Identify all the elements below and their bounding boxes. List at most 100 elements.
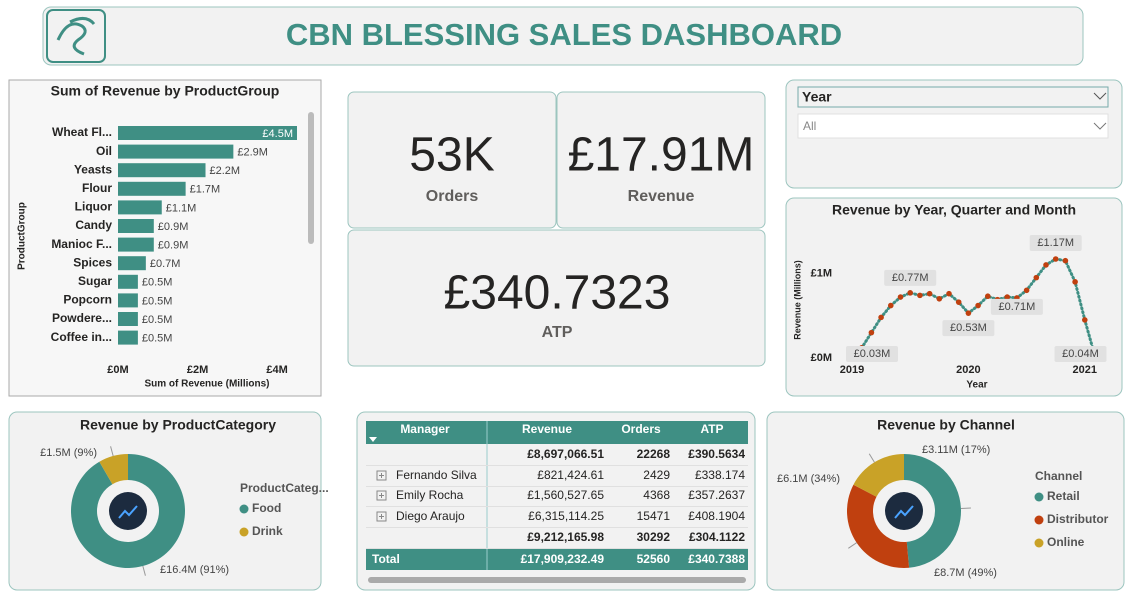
table-cell: £821,424.61 [537, 468, 604, 482]
card-label: Revenue [628, 188, 695, 205]
bar [118, 145, 233, 159]
legend-title: Channel [1035, 469, 1082, 483]
legend-marker [240, 505, 249, 514]
bar-scrollbar[interactable] [308, 112, 314, 244]
point [878, 315, 884, 321]
data-label: £0.5M [142, 333, 173, 345]
point [898, 294, 904, 300]
x-tick-label: £4M [266, 364, 287, 376]
data-label: £1.5M (9%) [40, 447, 97, 459]
x-tick-label: 2021 [1073, 364, 1097, 376]
data-label: £0.9M [158, 221, 189, 233]
data-label: £0.5M [142, 295, 173, 307]
table-cell: £1,560,527.65 [527, 488, 604, 502]
point [937, 296, 943, 302]
data-label: £6.1M (34%) [777, 473, 840, 485]
point [985, 293, 991, 299]
table-cell: £408.1904 [688, 509, 745, 523]
table-cell: 52560 [637, 552, 671, 566]
chart-title: Revenue by Year, Quarter and Month [832, 202, 1076, 218]
card-value: £17.91M [568, 129, 755, 182]
table-cell: £6,315,114.25 [528, 509, 604, 523]
legend-entry: Drink [252, 524, 283, 538]
y-tick-label: Powdere... [52, 311, 112, 325]
table-cell: 2429 [643, 468, 670, 482]
card-label: Orders [426, 188, 479, 205]
point [1063, 258, 1069, 264]
data-label: £2.2M [210, 165, 241, 177]
point [888, 303, 894, 309]
x-tick-label: £0M [107, 364, 128, 376]
bar [118, 182, 186, 196]
y-tick-label: Yeasts [74, 162, 112, 176]
table-cell: 22268 [637, 447, 671, 461]
point [1053, 256, 1059, 262]
data-label: £1.1M [166, 202, 197, 214]
table-scrollbar[interactable] [368, 577, 746, 583]
bar [118, 163, 206, 177]
table-cell: £17,909,232.49 [521, 552, 605, 566]
slicer-dropdown[interactable] [798, 114, 1108, 138]
y-tick-label: £1M [811, 267, 832, 279]
data-label: £1.17M [1037, 237, 1074, 249]
legend-marker [1035, 493, 1044, 502]
data-label: £3.11M (17%) [922, 444, 990, 456]
table-cell: Total [372, 552, 400, 566]
y-tick-label: Manioc F... [51, 237, 112, 251]
point [927, 291, 933, 297]
legend-marker [1035, 516, 1044, 525]
table-cell: Fernando Silva [396, 468, 477, 482]
data-label: £1.7M [190, 184, 221, 196]
y-axis-title: Revenue (Millions) [792, 260, 802, 340]
point [1024, 288, 1030, 294]
y-tick-label: Candy [75, 218, 112, 232]
card-value: £340.7323 [444, 267, 671, 320]
bar [118, 331, 138, 345]
bar [118, 256, 146, 270]
y-tick-label: Sugar [78, 274, 112, 288]
point [946, 291, 952, 297]
x-tick-label: 2019 [840, 364, 864, 376]
point [956, 299, 962, 305]
table-cell: £9,212,165.98 [527, 530, 604, 544]
legend-entry: Online [1047, 535, 1085, 549]
point [966, 310, 972, 316]
column-header: Orders [621, 422, 661, 436]
column-header: Revenue [522, 422, 572, 436]
data-label: £0.03M [854, 348, 891, 360]
y-tick-label: Flour [82, 181, 112, 195]
legend-entry: Distributor [1047, 512, 1109, 526]
y-tick-label: Coffee in... [51, 330, 112, 344]
x-tick-label: 2020 [956, 364, 980, 376]
data-label: £0.04M [1062, 348, 1099, 360]
point [1082, 317, 1088, 323]
x-axis-title: Sum of Revenue (Millions) [144, 379, 269, 390]
y-tick-label: Liquor [75, 200, 113, 214]
data-label: £0.7M [150, 258, 181, 270]
table-cell: 30292 [637, 530, 671, 544]
bar [118, 275, 138, 289]
legend-marker [240, 528, 249, 537]
bar [118, 219, 154, 233]
y-axis-title: ProductGroup [17, 202, 28, 270]
table-cell: £8,697,066.51 [527, 447, 604, 461]
legend-entry: Retail [1047, 489, 1080, 503]
dashboard-title: CBN BLESSING SALES DASHBOARD [286, 17, 842, 52]
slicer-selection[interactable]: All [803, 119, 816, 133]
y-tick-label: Spices [73, 255, 112, 269]
data-label: £4.5M [262, 128, 293, 140]
legend-marker [1035, 539, 1044, 548]
legend-title: ProductCateg... [240, 481, 329, 495]
chart-title: Revenue by ProductCategory [80, 417, 276, 433]
slicer-title: Year [802, 89, 832, 105]
bar [118, 238, 154, 252]
table-cell: £390.5634 [688, 447, 745, 461]
table-cell: £340.7388 [688, 552, 745, 566]
card-label: ATP [542, 324, 573, 341]
bar [118, 312, 138, 326]
data-label: £0.77M [892, 272, 929, 284]
y-tick-label: Oil [96, 144, 112, 158]
column-header: ATP [700, 422, 723, 436]
data-label: £0.5M [142, 277, 173, 289]
